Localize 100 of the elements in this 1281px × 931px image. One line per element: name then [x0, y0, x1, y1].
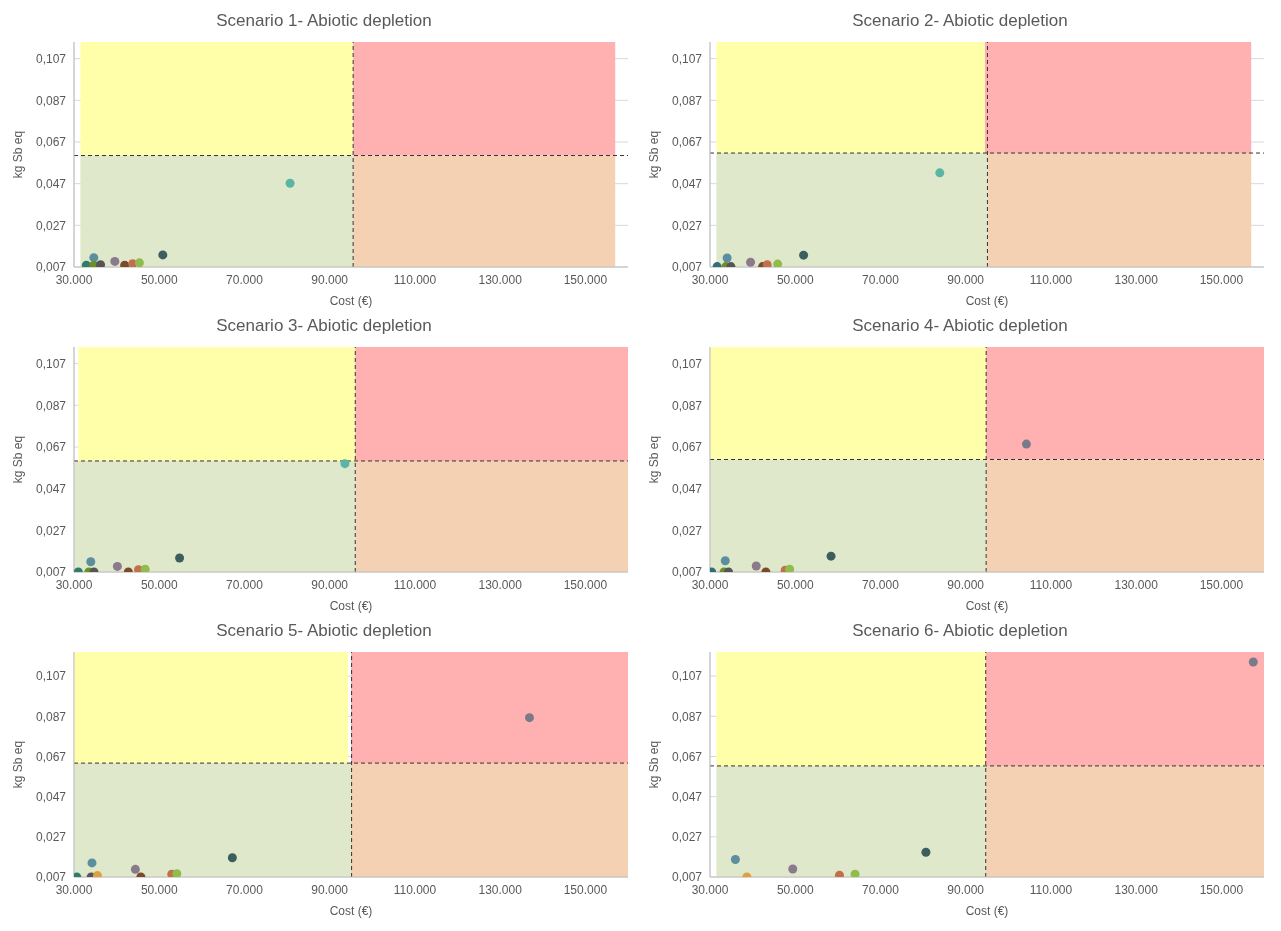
x-tick-label: 30.000: [55, 272, 93, 287]
x-tick-label: 30.000: [55, 882, 93, 897]
x-tick-label: 30.000: [691, 882, 729, 897]
y-axis-title: kg Sb eq: [11, 435, 26, 484]
y-tick-label: 0,067: [671, 440, 703, 455]
y-tick-label: 0,067: [671, 749, 703, 764]
y-tick-label: 0,007: [35, 565, 67, 580]
y-tick-label: 0,007: [671, 260, 703, 275]
y-axis-title: kg Sb eq: [647, 740, 662, 789]
y-tick-label: 0,067: [35, 749, 67, 764]
point: [826, 551, 836, 561]
point: [834, 870, 844, 877]
y-tick-label: 0,047: [35, 789, 67, 804]
point: [850, 869, 860, 877]
y-axis-title: kg Sb eq: [11, 740, 26, 789]
x-tick-label: 50.000: [140, 882, 178, 897]
x-tick-label: 70.000: [226, 882, 264, 897]
point: [935, 168, 945, 178]
x-axis-title: Cost (€): [329, 294, 373, 308]
y-tick-label: 0,107: [35, 51, 67, 66]
y-tick-label: 0,027: [35, 830, 67, 845]
point: [785, 564, 795, 572]
y-tick-label: 0,087: [35, 93, 67, 108]
y-tick-label: 0,087: [35, 709, 67, 724]
y-tick-label: 0,087: [671, 709, 703, 724]
x-tick-label: 130.000: [1114, 272, 1159, 287]
x-tick-label: 150.000: [563, 577, 608, 592]
point: [110, 256, 120, 266]
x-tick-label: 130.000: [1114, 577, 1159, 592]
x-tick-label: 130.000: [478, 882, 523, 897]
y-tick-label: 0,047: [671, 481, 703, 496]
chart-title: Scenario 1- Abiotic depletion: [215, 10, 433, 32]
x-tick-label: 70.000: [862, 272, 900, 287]
point: [112, 561, 122, 571]
x-axis-title: Cost (€): [965, 294, 1009, 308]
y-tick-label: 0,107: [671, 669, 703, 684]
x-tick-label: 30.000: [691, 272, 729, 287]
point: [285, 178, 295, 188]
x-tick-label: 130.000: [478, 577, 523, 592]
x-tick-label: 150.000: [1199, 272, 1244, 287]
x-tick-label: 150.000: [1199, 577, 1244, 592]
point: [720, 556, 730, 566]
point: [130, 864, 140, 874]
x-tick-label: 130.000: [1114, 882, 1159, 897]
point: [921, 847, 931, 857]
x-tick-label: 50.000: [776, 272, 814, 287]
point: [773, 259, 783, 267]
x-tick-label: 70.000: [226, 577, 264, 592]
y-tick-label: 0,047: [35, 481, 67, 496]
y-tick-label: 0,107: [35, 669, 67, 684]
x-tick-label: 30.000: [691, 577, 729, 592]
y-tick-label: 0,067: [671, 135, 703, 150]
y-tick-label: 0,027: [671, 523, 703, 538]
point: [722, 253, 732, 263]
x-axis-title: Cost (€): [329, 599, 373, 613]
point: [227, 853, 237, 863]
x-tick-label: 50.000: [776, 577, 814, 592]
y-tick-label: 0,007: [35, 260, 67, 275]
y-tick-label: 0,087: [671, 93, 703, 108]
y-tick-label: 0,087: [671, 398, 703, 413]
x-tick-label: 110.000: [1029, 882, 1073, 897]
point: [172, 869, 182, 877]
point: [340, 459, 350, 469]
point: [788, 864, 798, 874]
x-tick-label: 110.000: [1029, 272, 1073, 287]
point: [87, 858, 97, 868]
chart-title: Scenario 3- Abiotic depletion: [215, 315, 433, 337]
y-tick-label: 0,067: [35, 440, 67, 455]
x-tick-label: 90.000: [311, 577, 349, 592]
x-tick-label: 150.000: [1199, 882, 1244, 897]
point: [140, 564, 150, 572]
x-tick-label: 70.000: [226, 272, 264, 287]
y-tick-label: 0,067: [35, 135, 67, 150]
point: [524, 713, 534, 723]
x-tick-label: 50.000: [140, 272, 178, 287]
point: [730, 855, 740, 865]
y-tick-label: 0,027: [35, 523, 67, 538]
y-tick-label: 0,047: [671, 789, 703, 804]
x-tick-label: 90.000: [947, 882, 985, 897]
point: [1248, 657, 1258, 667]
y-tick-label: 0,007: [671, 870, 703, 885]
point: [746, 257, 756, 267]
point: [799, 250, 809, 260]
x-tick-label: 90.000: [311, 272, 349, 287]
y-tick-label: 0,107: [671, 356, 703, 371]
x-tick-label: 30.000: [55, 577, 93, 592]
chart-title: Scenario 4- Abiotic depletion: [851, 315, 1069, 337]
y-tick-label: 0,027: [35, 218, 67, 233]
point: [89, 253, 99, 263]
chart-title: Scenario 5- Abiotic depletion: [215, 620, 433, 642]
y-axis-title: kg Sb eq: [647, 435, 662, 484]
y-tick-label: 0,007: [671, 565, 703, 580]
chart-title: Scenario 2- Abiotic depletion: [851, 10, 1069, 32]
x-tick-label: 150.000: [563, 272, 608, 287]
y-axis-title: kg Sb eq: [11, 130, 26, 179]
x-tick-label: 110.000: [393, 577, 437, 592]
x-axis-title: Cost (€): [965, 904, 1009, 918]
point: [762, 260, 772, 267]
x-tick-label: 130.000: [478, 272, 523, 287]
x-tick-label: 70.000: [862, 577, 900, 592]
